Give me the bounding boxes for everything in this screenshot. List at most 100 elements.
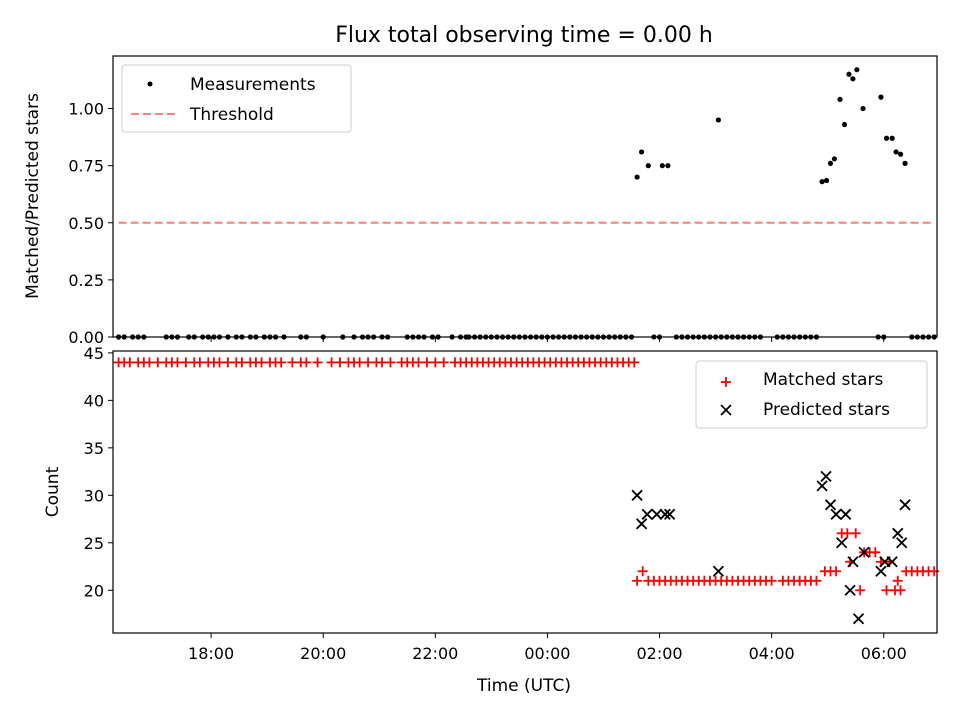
- x-tick-label: 18:00: [188, 644, 234, 663]
- measurement-point: [893, 149, 899, 155]
- y-tick-label: 35: [84, 439, 104, 458]
- x-tick-label: 20:00: [300, 644, 346, 663]
- legend-threshold-label: Threshold: [189, 105, 274, 125]
- matched-point: [172, 357, 183, 368]
- count-marks: [113, 357, 940, 625]
- matched-point: [870, 547, 881, 558]
- measurement-point: [860, 105, 866, 112]
- x-tick-label: 00:00: [524, 644, 570, 663]
- predicted-point: [836, 537, 848, 549]
- x-tick-label: 02:00: [636, 644, 682, 663]
- legend-predicted-marker: [720, 404, 732, 416]
- predicted-point: [641, 508, 653, 520]
- count-y-axis-label: Count: [43, 466, 63, 517]
- predicted-point: [886, 556, 898, 568]
- count-legend: Matched stars Predicted stars: [695, 360, 928, 429]
- ratio-y-ticks: 0.00 0.25 0.50 0.75 1.00: [68, 100, 113, 347]
- predicted-point: [844, 584, 856, 596]
- y-tick-label: 25: [84, 534, 104, 553]
- matched-point: [222, 357, 233, 368]
- measurement-point: [902, 160, 908, 166]
- predicted-point: [820, 470, 832, 482]
- measurement-point: [850, 76, 856, 82]
- predicted-point: [635, 518, 648, 530]
- matched-point: [842, 528, 853, 539]
- measurement-point: [638, 149, 645, 155]
- matched-point: [144, 357, 155, 368]
- ratio-y-axis-label: Matched/Predicted stars: [23, 93, 43, 299]
- ratio-plot-frame: [112, 55, 938, 338]
- matched-point: [335, 357, 346, 368]
- matched-point: [438, 357, 449, 368]
- predicted-point: [896, 537, 908, 549]
- matched-point: [214, 357, 225, 368]
- ratio-x-ticks: [210, 337, 885, 342]
- measurement-point: [645, 163, 651, 169]
- matched-point: [421, 357, 432, 368]
- count-x-ticks: 18:00 20:00 22:00 00:00 02:00 04:00 06:00: [188, 633, 907, 663]
- legend-matched-label: Matched stars: [763, 370, 883, 390]
- predicted-point: [899, 499, 911, 511]
- matched-point: [629, 357, 640, 368]
- matched-point: [766, 575, 777, 586]
- chart-title: Flux total observing time = 0.00 h: [335, 23, 713, 48]
- measurement-point: [889, 135, 895, 141]
- predicted-point: [631, 489, 643, 501]
- matched-point: [287, 357, 298, 368]
- predicted-point: [651, 508, 663, 520]
- matched-point: [276, 357, 287, 368]
- y-tick-label: 0.75: [68, 157, 104, 176]
- predicted-point: [892, 527, 904, 539]
- predicted-point: [830, 508, 842, 520]
- y-tick-label: 0.00: [68, 328, 104, 347]
- matched-point: [385, 357, 396, 368]
- measurement-point: [665, 163, 671, 169]
- matched-point: [895, 585, 906, 596]
- measurement-point: [846, 71, 852, 77]
- count-y-ticks: 20 25 30 35 40 45: [84, 344, 113, 600]
- y-tick-label: 20: [84, 581, 104, 600]
- x-tick-label: 06:00: [861, 644, 907, 663]
- measurement-point: [819, 179, 825, 185]
- x-axis-label: Time (UTC): [476, 676, 571, 696]
- ratio-legend: Measurements Threshold: [121, 64, 352, 133]
- measurement-point: [841, 121, 848, 128]
- matched-point: [354, 357, 365, 368]
- matched-point: [831, 566, 842, 577]
- count-panel: 20 25 30 35 40 45 18:00 20:00 22:00 00:00 02:00 04…: [43, 344, 940, 696]
- measurement-point: [634, 174, 640, 180]
- y-tick-label: 0.25: [68, 271, 104, 290]
- matched-point: [152, 357, 163, 368]
- matched-point: [326, 357, 337, 368]
- predicted-point: [847, 556, 859, 568]
- predicted-point: [875, 565, 887, 577]
- matched-point: [632, 575, 643, 586]
- y-tick-label: 0.50: [68, 214, 104, 233]
- matched-point: [194, 357, 205, 368]
- y-tick-label: 30: [84, 486, 104, 505]
- measurement-point: [831, 156, 838, 162]
- y-tick-label: 40: [84, 391, 104, 410]
- matched-point: [430, 357, 441, 368]
- matched-point: [892, 575, 903, 586]
- predicted-point: [858, 546, 870, 558]
- count-legend-frame: [695, 360, 928, 429]
- legend-predicted-label: Predicted stars: [763, 400, 890, 420]
- matched-point: [124, 357, 135, 368]
- legend-measurements-marker: [147, 81, 153, 87]
- y-tick-label: 1.00: [68, 100, 104, 119]
- x-tick-label: 04:00: [749, 644, 795, 663]
- measurement-point: [883, 135, 890, 141]
- predicted-point: [816, 480, 828, 492]
- matched-point: [256, 357, 267, 368]
- measurement-point: [897, 151, 904, 157]
- predicted-point: [712, 565, 725, 577]
- y-tick-label: 45: [84, 344, 104, 363]
- matched-point: [413, 357, 424, 368]
- predicted-point: [663, 508, 676, 520]
- predicted-point: [839, 508, 852, 520]
- predicted-point: [659, 508, 671, 520]
- measurement-point: [878, 94, 884, 100]
- matched-point: [850, 528, 861, 539]
